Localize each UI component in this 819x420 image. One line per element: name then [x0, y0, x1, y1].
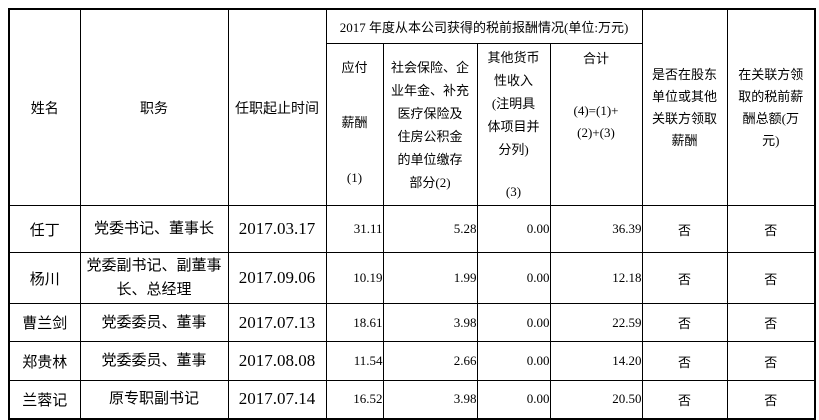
header-other-income-lines: 其他货币 性收入 (注明具 体项目并 分列) (3): [478, 45, 549, 205]
cell-other-income: 0.00: [476, 303, 551, 342]
table-row: 任丁 党委书记、董事长 2017.03.17 31.11 5.28 0.00 3…: [8, 205, 816, 253]
cell-external-pay: 否: [641, 341, 728, 381]
header-total-lines: 合计 (4)=(1)+ (2)+(3): [551, 45, 641, 205]
cell-payable: 10.19: [325, 252, 384, 304]
cell-payable: 31.11: [325, 205, 384, 253]
cell-position: 原专职副书记: [79, 380, 229, 419]
cell-total: 12.18: [549, 252, 643, 304]
cell-related-total: 否: [726, 252, 816, 304]
header-external-pay-line: 是否在股东: [652, 66, 718, 82]
header-external-pay-line: 关联方领取: [652, 110, 718, 126]
cell-other-income: 0.00: [476, 252, 551, 304]
table-row: 郑贵林 党委委员、董事 2017.08.08 11.54 2.66 0.00 1…: [8, 341, 816, 381]
header-insurance-contribution: 社会保险、企 业年金、补充 医疗保险及 住房公积金 的单位缴存 部分(2): [382, 43, 478, 206]
table-row: 杨川 党委副书记、副董事长、总经理 2017.09.06 10.19 1.99 …: [8, 252, 816, 304]
header-related-total-line: 元): [762, 132, 780, 148]
cell-external-pay: 否: [641, 380, 728, 419]
header-position: 职务: [79, 8, 229, 206]
cell-insurance: 3.98: [382, 303, 478, 342]
cell-term: 2017.08.08: [227, 341, 327, 381]
cell-position: 党委书记、董事长: [79, 205, 229, 253]
header-other-income-line: 体项目并: [487, 118, 540, 134]
cell-term: 2017.07.13: [227, 303, 327, 342]
header-external-pay-line: 薪酬: [671, 132, 698, 148]
cell-related-total: 否: [726, 341, 816, 381]
header-payable-line: 薪酬: [341, 114, 368, 130]
header-insurance-line: 部分(2): [409, 174, 451, 190]
header-related-total-line: 取的税前薪: [738, 88, 804, 104]
header-related-total-line: 在关联方领: [738, 66, 804, 82]
cell-external-pay: 否: [641, 205, 728, 253]
cell-insurance: 5.28: [382, 205, 478, 253]
cell-external-pay: 否: [641, 252, 728, 304]
cell-term: 2017.07.14: [227, 380, 327, 419]
header-total-label: 合计: [583, 50, 610, 66]
header-total-formula: (4)=(1)+ (2)+(3): [574, 100, 619, 144]
header-term: 任职起止时间: [227, 8, 327, 206]
header-other-income-line: 性收入: [493, 72, 533, 88]
header-insurance-line: 的单位缴存: [397, 151, 463, 167]
header-total-formula-line: (2)+(3): [577, 124, 615, 140]
header-insurance-line: 医疗保险及: [397, 105, 463, 121]
cell-total: 36.39: [549, 205, 643, 253]
cell-name: 任丁: [8, 205, 81, 253]
cell-related-total: 否: [726, 303, 816, 342]
header-other-income-text: 其他货币 性收入 (注明具 体项目并 分列): [487, 46, 539, 161]
cell-external-pay: 否: [641, 303, 728, 342]
header-external-pay: 是否在股东 单位或其他 关联方领取 薪酬: [641, 8, 728, 206]
cell-position: 党委副书记、副董事长、总经理: [79, 252, 229, 304]
cell-name: 杨川: [8, 252, 81, 304]
cell-term: 2017.03.17: [227, 205, 327, 253]
cell-total: 20.50: [549, 380, 643, 419]
header-payable-salary: 应付 薪酬 (1): [325, 43, 384, 206]
cell-payable: 18.61: [325, 303, 384, 342]
header-related-total: 在关联方领 取的税前薪 酬总额(万 元): [726, 8, 816, 206]
header-external-pay-line: 单位或其他: [652, 88, 718, 104]
cell-total: 14.20: [549, 341, 643, 381]
cell-term: 2017.09.06: [227, 252, 327, 304]
header-insurance-line: 业年金、补充: [390, 82, 469, 98]
cell-name: 曹兰剑: [8, 303, 81, 342]
header-other-income-line: 分列): [498, 141, 529, 157]
table-row: 曹兰剑 党委委员、董事 2017.07.13 18.61 3.98 0.00 2…: [8, 303, 816, 342]
cell-related-total: 否: [726, 205, 816, 253]
header-other-income-line: 其他货币: [487, 49, 540, 65]
cell-insurance: 1.99: [382, 252, 478, 304]
table-row: 兰蓉记 原专职副书记 2017.07.14 16.52 3.98 0.00 20…: [8, 380, 816, 419]
header-payable-lines: 应付 薪酬 (1): [327, 45, 382, 205]
cell-position: 党委委员、董事: [79, 303, 229, 342]
cell-payable: 11.54: [325, 341, 384, 381]
cell-related-total: 否: [726, 380, 816, 419]
header-total-formula-line: (4)=(1)+: [573, 102, 619, 118]
header-insurance-line: 社会保险、企: [390, 59, 469, 75]
header-other-income-line: (注明具: [491, 95, 536, 111]
cell-total: 22.59: [549, 303, 643, 342]
cell-name: 兰蓉记: [8, 380, 81, 419]
header-related-total-line: 酬总额(万: [742, 110, 799, 126]
cell-payable: 16.52: [325, 380, 384, 419]
cell-other-income: 0.00: [476, 341, 551, 381]
header-other-income-number: (3): [505, 183, 522, 199]
compensation-table: 姓名 职务 任职起止时间 2017 年度从本公司获得的税前报酬情况(单位:万元)…: [8, 8, 817, 420]
cell-name: 郑贵林: [8, 341, 81, 381]
cell-position: 党委委员、董事: [79, 341, 229, 381]
header-other-income: 其他货币 性收入 (注明具 体项目并 分列) (3): [476, 43, 551, 206]
cell-other-income: 0.00: [476, 380, 551, 419]
header-name: 姓名: [8, 8, 81, 206]
header-payable-number: (1): [346, 169, 363, 185]
cell-other-income: 0.00: [476, 205, 551, 253]
header-total: 合计 (4)=(1)+ (2)+(3): [549, 43, 643, 206]
cell-insurance: 2.66: [382, 341, 478, 381]
header-comp-group-title: 2017 年度从本公司获得的税前报酬情况(单位:万元): [325, 8, 643, 44]
header-insurance-line: 住房公积金: [397, 128, 463, 144]
header-payable-line: 应付: [341, 59, 368, 75]
cell-insurance: 3.98: [382, 380, 478, 419]
